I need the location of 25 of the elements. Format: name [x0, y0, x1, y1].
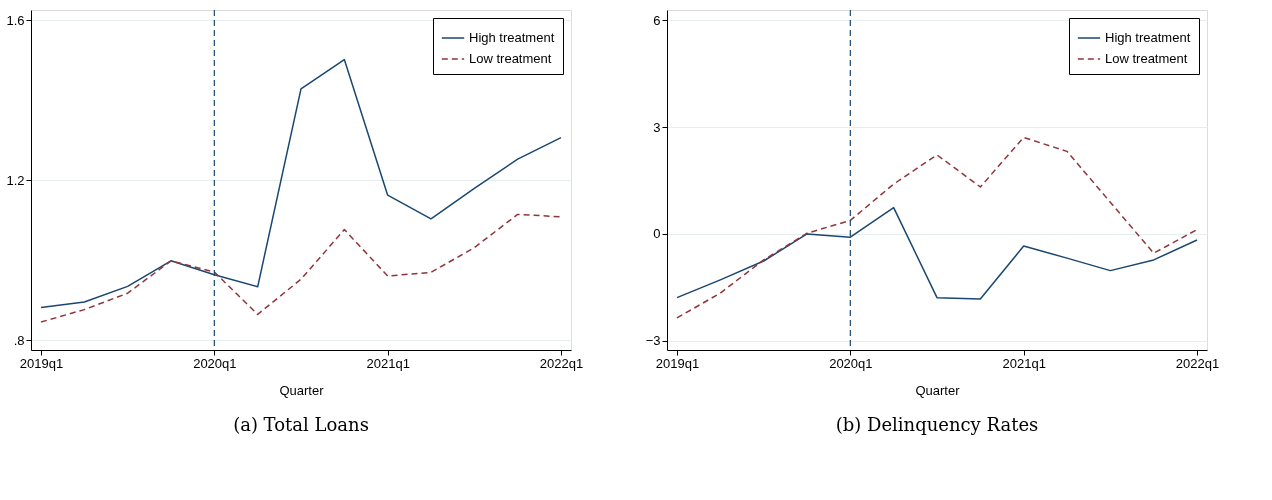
y-tick-label: 6 — [653, 12, 661, 28]
x-tick-label: 2022q1 — [539, 355, 584, 371]
x-tick-label: 2020q1 — [193, 355, 237, 371]
x-tick-label: 2021q1 — [366, 355, 410, 371]
text: (a) Total Loans — [233, 414, 369, 435]
legend-label: High treatment — [469, 30, 555, 45]
x-axis-title: Quarter — [279, 382, 325, 398]
y-tick-label: .8 — [13, 332, 25, 348]
x-tick-label: 2019q1 — [655, 355, 700, 371]
legend-label: High treatment — [1105, 30, 1191, 45]
text: (b) Delinquency Rates — [835, 414, 1039, 435]
x-tick-label: 2020q1 — [829, 355, 873, 371]
y-tick-label: 3 — [653, 119, 661, 135]
line-series — [676, 136, 1198, 319]
y-tick-label: 0 — [653, 226, 661, 242]
x-tick-label: 2019q1 — [19, 355, 64, 371]
legend-label: Low treatment — [469, 51, 552, 66]
line-series — [40, 213, 562, 323]
y-tick-label: 1.6 — [6, 12, 25, 28]
x-axis-title: Quarter — [915, 382, 961, 398]
y-tick-label: −3 — [645, 333, 661, 349]
x-tick-label: 2021q1 — [1002, 355, 1046, 371]
legend-label: Low treatment — [1105, 51, 1188, 66]
y-tick-label: 1.2 — [6, 172, 25, 188]
x-tick-label: 2022q1 — [1175, 355, 1220, 371]
